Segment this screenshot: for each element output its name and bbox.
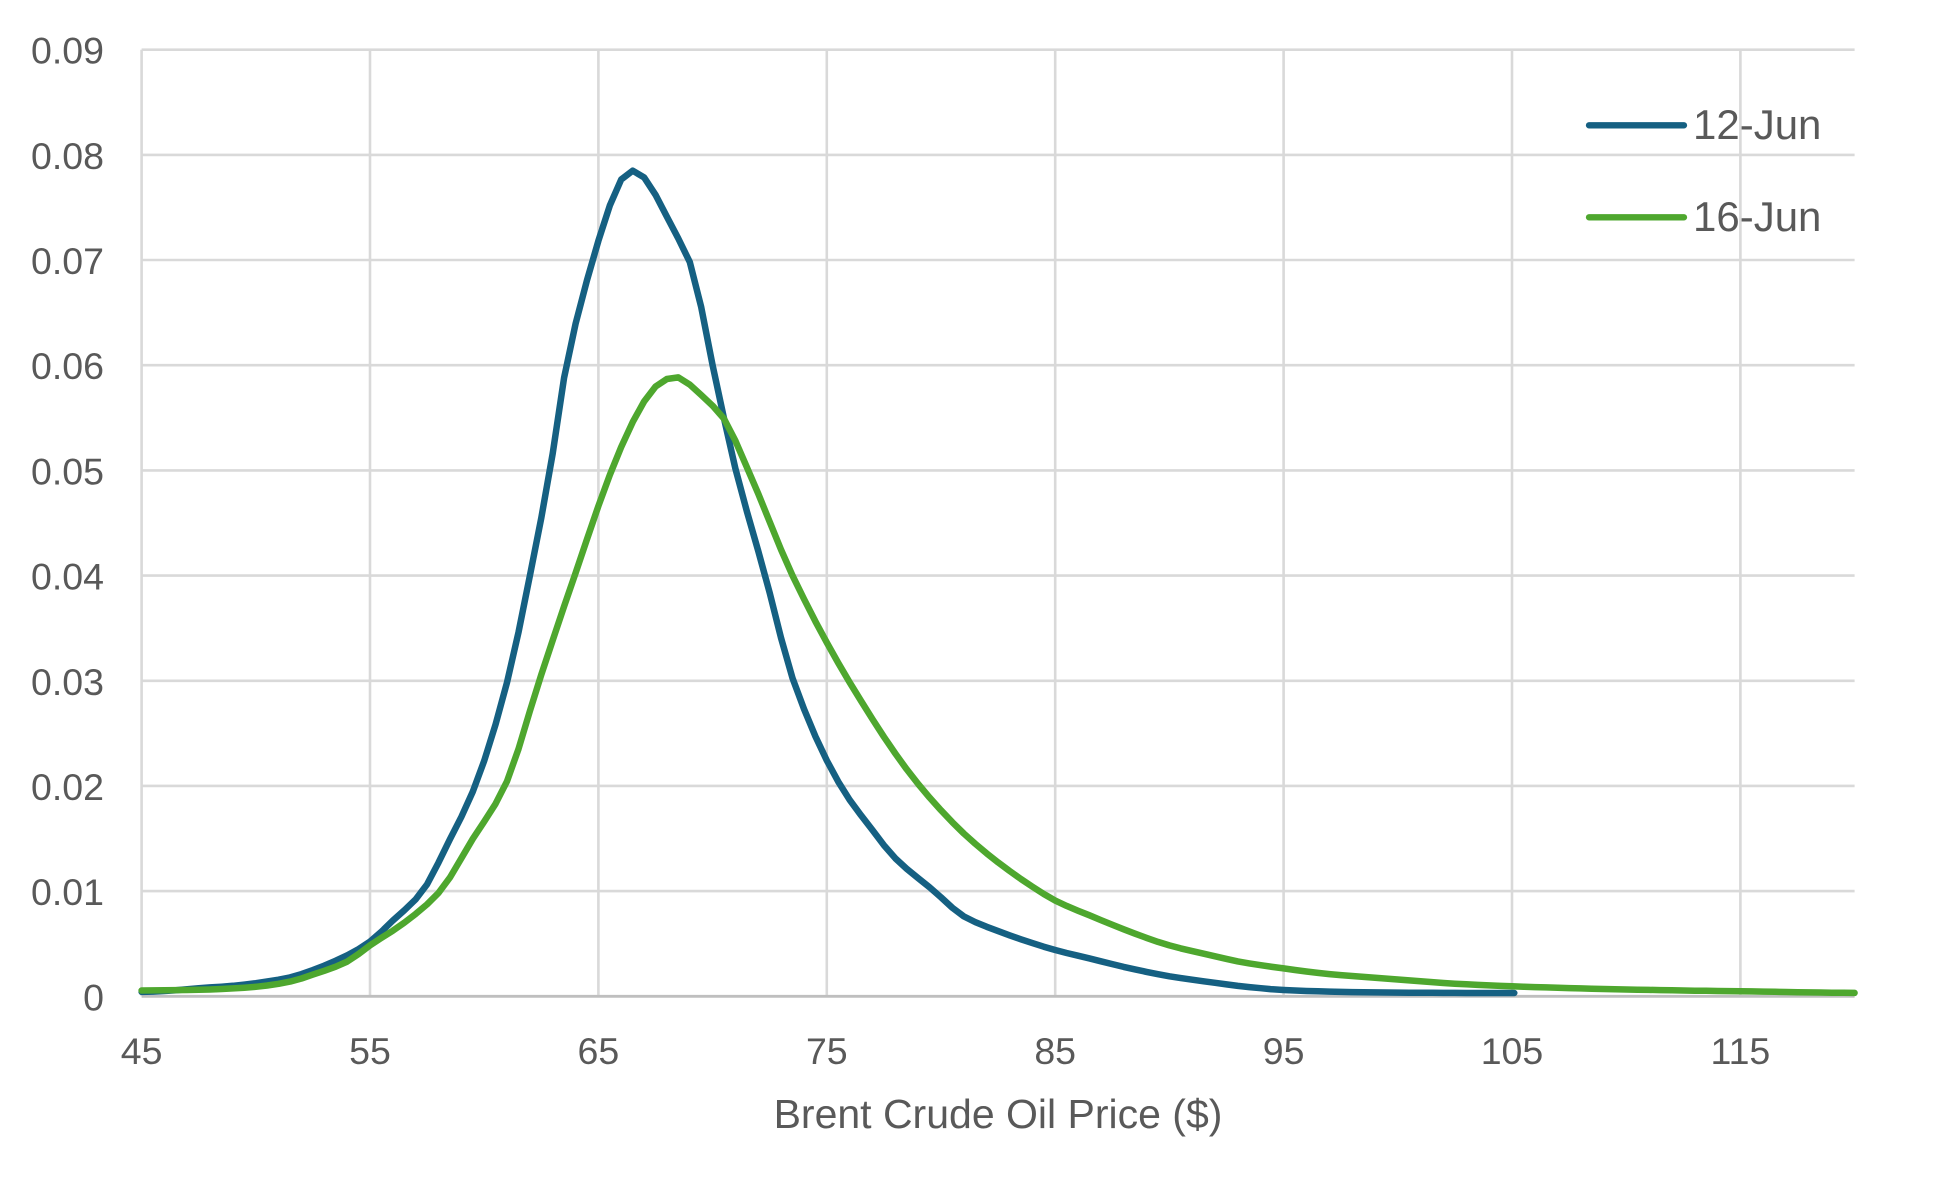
svg-text:85: 85 — [1034, 1030, 1076, 1072]
svg-text:16-Jun: 16-Jun — [1693, 193, 1821, 240]
svg-text:65: 65 — [578, 1030, 620, 1072]
svg-text:0.05: 0.05 — [31, 450, 104, 492]
svg-text:0.01: 0.01 — [31, 871, 104, 913]
svg-text:115: 115 — [1711, 1030, 1771, 1072]
svg-text:0.06: 0.06 — [31, 345, 104, 387]
svg-text:Brent Crude Oil Price ($): Brent Crude Oil Price ($) — [774, 1091, 1223, 1137]
svg-text:105: 105 — [1481, 1030, 1544, 1072]
svg-text:0.07: 0.07 — [31, 240, 104, 282]
svg-text:0.08: 0.08 — [31, 135, 104, 177]
svg-text:0.02: 0.02 — [31, 766, 104, 808]
svg-text:12-Jun: 12-Jun — [1693, 101, 1821, 148]
svg-text:0.09: 0.09 — [31, 30, 104, 72]
svg-text:0.03: 0.03 — [31, 661, 104, 703]
svg-text:45: 45 — [121, 1030, 163, 1072]
svg-text:0: 0 — [83, 976, 104, 1018]
svg-text:95: 95 — [1263, 1030, 1305, 1072]
svg-text:55: 55 — [349, 1030, 391, 1072]
svg-text:0.04: 0.04 — [31, 556, 104, 598]
svg-text:75: 75 — [806, 1030, 848, 1072]
